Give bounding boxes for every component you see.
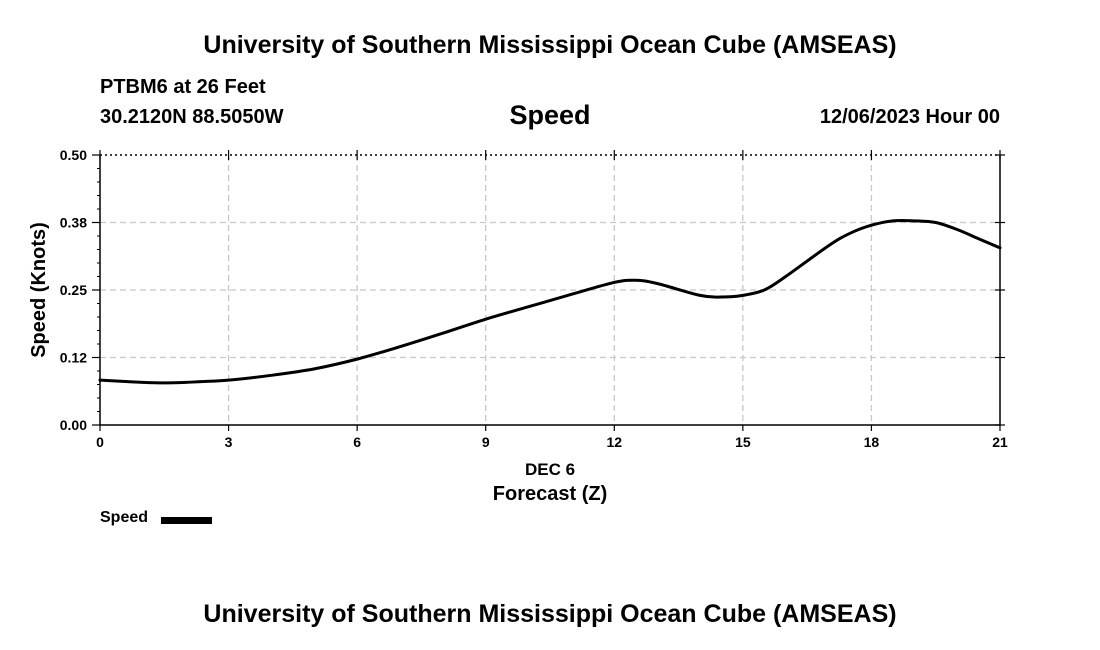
chart-subtitle: Speed <box>509 100 591 130</box>
x-tick-label: 9 <box>482 434 490 450</box>
x-axis-date-label: DEC 6 <box>525 460 575 479</box>
chart-footer-title: University of Southern Mississippi Ocean… <box>203 600 897 628</box>
x-axis-label: Forecast (Z) <box>493 483 607 505</box>
x-tick-label: 0 <box>96 434 104 450</box>
x-tick-label: 6 <box>353 434 361 450</box>
x-tick-label: 18 <box>864 434 880 450</box>
x-tick-label: 12 <box>606 434 622 450</box>
x-tick-label: 21 <box>992 434 1008 450</box>
y-tick-label: 0.12 <box>60 350 87 366</box>
y-tick-label: 0.50 <box>60 147 87 163</box>
legend-line-swatch <box>161 517 212 524</box>
y-tick-label: 0.00 <box>60 417 87 433</box>
chart-main-title: University of Southern Mississippi Ocean… <box>203 31 897 59</box>
y-axis-label: Speed (Knots) <box>28 222 50 358</box>
legend-label: Speed <box>100 509 149 526</box>
coordinates-label: 30.2120N 88.5050W <box>100 106 284 128</box>
x-tick-label: 15 <box>735 434 751 450</box>
speed-series-line <box>98 218 1002 385</box>
x-tick-label: 3 <box>225 434 233 450</box>
station-label: PTBM6 at 26 Feet <box>100 76 266 98</box>
forecast-datetime: 12/06/2023 Hour 00 <box>819 106 1000 128</box>
y-tick-label: 0.25 <box>60 282 87 298</box>
y-tick-label: 0.38 <box>60 215 87 231</box>
